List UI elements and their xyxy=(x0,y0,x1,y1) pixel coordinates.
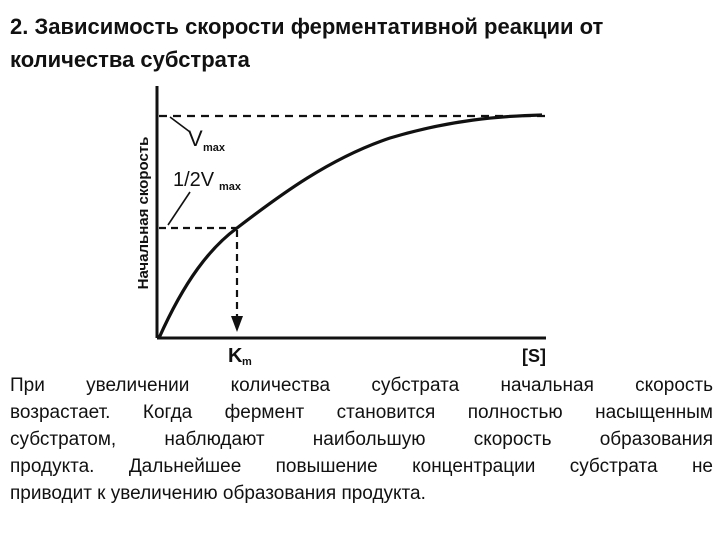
vmax-label: V max xyxy=(188,126,226,154)
km-arrowhead xyxy=(231,316,243,332)
saturation-curve xyxy=(157,113,543,339)
vmax-pointer xyxy=(169,116,191,133)
x-axis-label: [S] xyxy=(522,346,546,366)
slide-title-line-2: количества субстрата xyxy=(10,47,250,72)
description-line-2: возрастает. Когда фермент становится пол… xyxy=(10,402,713,423)
description-line-1: При увеличении количества субстрата нача… xyxy=(10,375,713,396)
svg-text:m: m xyxy=(242,356,252,368)
svg-text:V: V xyxy=(188,126,203,151)
y-axis-label: Начальная скорость xyxy=(135,137,152,290)
michaelis-menten-graph: Начальная скорость V max 1/2V max K m [S… xyxy=(135,86,546,368)
slide-title-line-1: 2. Зависимость скорости ферментативной р… xyxy=(10,14,604,39)
half-vmax-label: 1/2V max xyxy=(173,169,242,193)
slide-title: 2. Зависимость скорости ферментативной р… xyxy=(10,10,715,76)
km-label: K m xyxy=(228,345,252,368)
svg-text:1/2V: 1/2V xyxy=(173,169,215,191)
half-vmax-pointer xyxy=(167,191,191,226)
description-line-5: приводит к увеличению образования продук… xyxy=(10,483,426,504)
description-line-3: субстратом, наблюдают наибольшую скорост… xyxy=(10,429,713,450)
svg-text:max: max xyxy=(203,142,226,154)
svg-text:K: K xyxy=(228,345,243,367)
description-paragraph: При увеличении количества субстрата нача… xyxy=(10,372,713,507)
description-line-4: продукта. Дальнейшее повышение концентра… xyxy=(10,456,713,477)
svg-text:max: max xyxy=(219,181,242,193)
